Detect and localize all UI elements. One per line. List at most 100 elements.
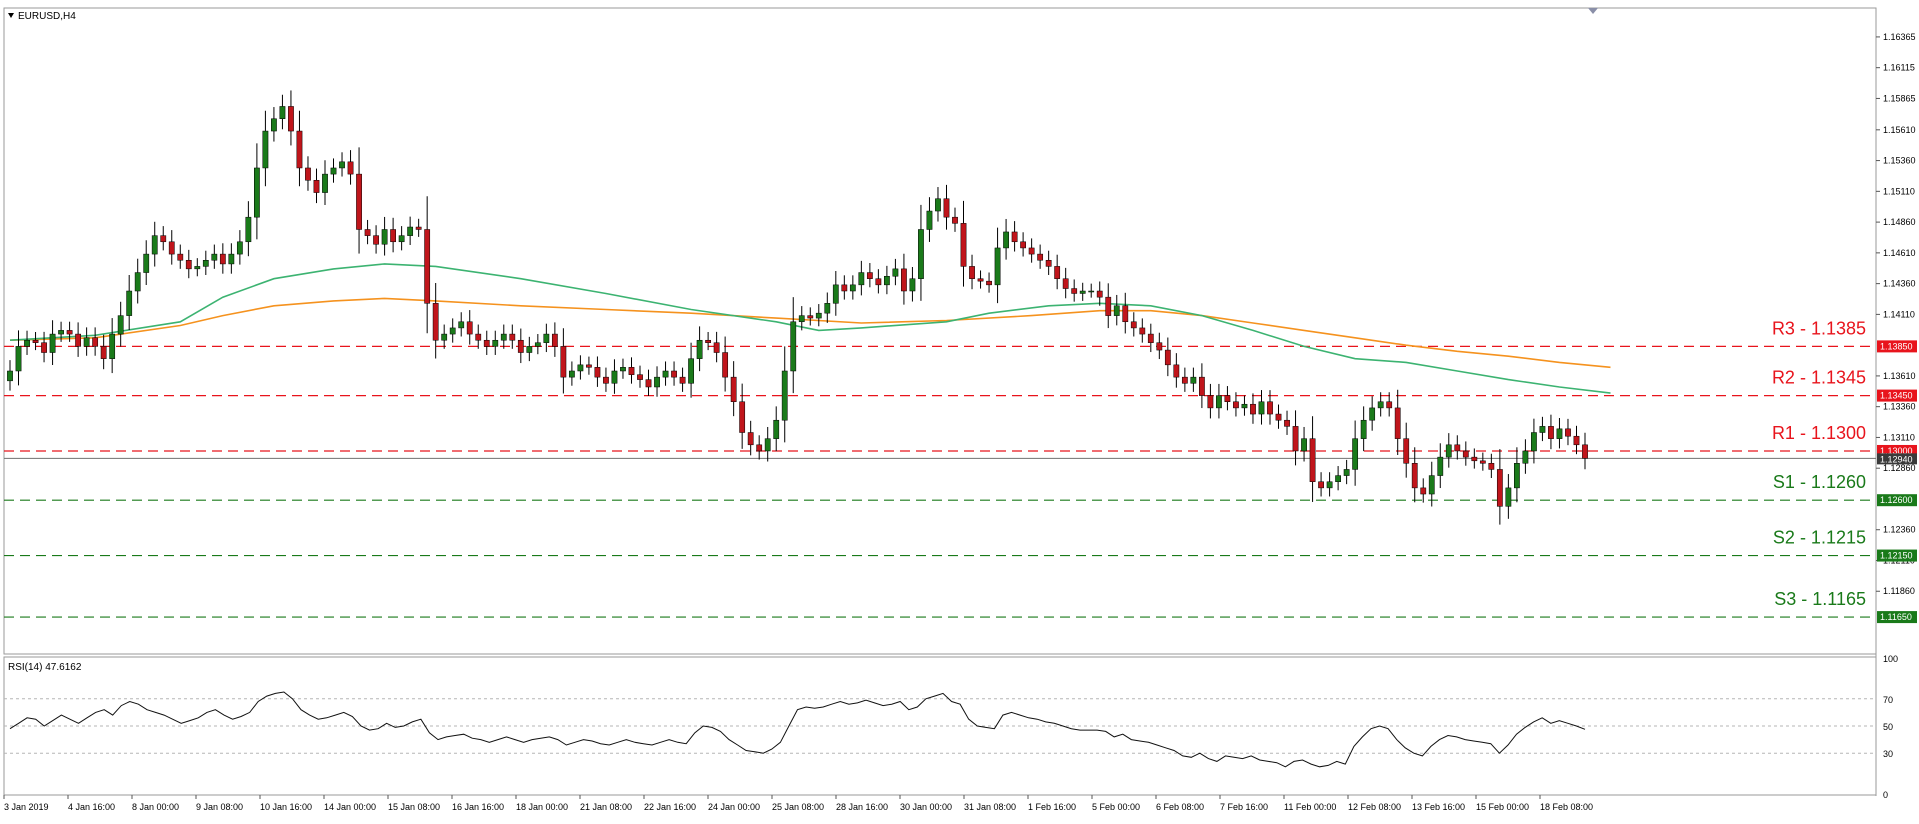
candle-body bbox=[1565, 428, 1571, 437]
candle-body bbox=[330, 167, 337, 175]
level-price-box bbox=[1877, 549, 1917, 562]
candle-body bbox=[134, 272, 141, 292]
candle-body bbox=[1096, 290, 1103, 298]
candle-body bbox=[373, 235, 379, 245]
candle-body bbox=[1394, 407, 1401, 439]
candle-body bbox=[577, 364, 584, 372]
candle-body bbox=[1284, 419, 1290, 427]
candle-body bbox=[620, 367, 626, 372]
candle-body bbox=[1292, 426, 1299, 452]
candle-body bbox=[66, 330, 73, 335]
candle-body bbox=[228, 253, 235, 265]
candle-body bbox=[1122, 305, 1129, 323]
candle-body bbox=[781, 370, 788, 421]
candle-body bbox=[15, 346, 22, 372]
candle-body bbox=[1454, 444, 1461, 452]
candle-body bbox=[875, 278, 882, 286]
sma-green-line bbox=[9, 263, 1611, 394]
candle-body bbox=[841, 284, 848, 292]
candle-body bbox=[824, 303, 831, 314]
candle-body bbox=[1062, 278, 1069, 289]
candle-body bbox=[236, 241, 243, 255]
candle-body bbox=[364, 229, 371, 236]
candle-body bbox=[1352, 438, 1359, 470]
candle-body bbox=[739, 401, 746, 433]
candle-body bbox=[994, 247, 1001, 286]
candle-body bbox=[1403, 438, 1410, 464]
candle-body bbox=[662, 370, 669, 378]
candle-body bbox=[1573, 435, 1580, 446]
time-tick-label: 12 Feb 08:00 bbox=[1348, 802, 1401, 812]
candle-body bbox=[1377, 401, 1384, 409]
candle-body bbox=[1309, 438, 1316, 482]
rsi-tick-label: 70 bbox=[1883, 695, 1893, 705]
candle-body bbox=[126, 290, 133, 316]
candle-body bbox=[41, 342, 47, 353]
candle-body bbox=[271, 118, 277, 132]
candle-body bbox=[211, 253, 218, 261]
candle-body bbox=[390, 229, 396, 243]
candle-body bbox=[764, 438, 771, 452]
shift-marker-icon[interactable] bbox=[1588, 8, 1598, 14]
candle-body bbox=[866, 272, 873, 279]
candle-body bbox=[952, 216, 958, 224]
price-tick-label: 1.12360 bbox=[1883, 525, 1916, 535]
candle-body bbox=[849, 284, 856, 292]
candle-body bbox=[943, 198, 950, 218]
candle-body bbox=[288, 106, 294, 132]
candle-body bbox=[1522, 450, 1529, 464]
candle-body bbox=[32, 339, 39, 343]
candle-body bbox=[671, 370, 677, 378]
candle-body bbox=[645, 379, 652, 388]
candle-body bbox=[628, 367, 635, 375]
level-label: R3 - 1.1385 bbox=[1772, 318, 1866, 338]
candle-body bbox=[466, 321, 473, 335]
candle-body bbox=[245, 216, 252, 243]
candle-body bbox=[901, 268, 907, 292]
candle-body bbox=[500, 333, 507, 341]
price-tick-label: 1.12860 bbox=[1883, 463, 1916, 473]
candle-body bbox=[381, 229, 388, 245]
candle-body bbox=[1514, 463, 1520, 489]
candle-body bbox=[83, 337, 90, 347]
candle-body bbox=[1386, 401, 1393, 409]
candle-body bbox=[918, 229, 924, 279]
price-tick-label: 1.16365 bbox=[1883, 32, 1916, 42]
candle-body bbox=[1147, 333, 1154, 343]
candle-body bbox=[1496, 469, 1503, 507]
candle-body bbox=[160, 235, 167, 243]
candle-body bbox=[926, 210, 933, 230]
candle-body bbox=[960, 223, 967, 267]
price-tick-label: 1.15360 bbox=[1883, 156, 1916, 166]
candle-body bbox=[1318, 481, 1324, 489]
candle-body bbox=[543, 333, 550, 343]
level-price-box-label: 1.12600 bbox=[1880, 495, 1913, 505]
symbol-label: EURUSD,H4 bbox=[18, 11, 76, 22]
rsi-line bbox=[9, 691, 1586, 768]
candle-body bbox=[1326, 481, 1333, 489]
candle-body bbox=[415, 226, 422, 230]
candle-body bbox=[202, 259, 209, 267]
candle-body bbox=[1224, 395, 1231, 403]
time-tick-label: 18 Jan 00:00 bbox=[516, 802, 568, 812]
candle-body bbox=[1216, 395, 1222, 409]
level-label: S1 - 1.1260 bbox=[1773, 472, 1866, 492]
candle-body bbox=[858, 272, 865, 286]
collapse-triangle-icon[interactable] bbox=[8, 13, 14, 18]
candle-body bbox=[747, 432, 754, 446]
candle-body bbox=[109, 333, 116, 359]
candle-body bbox=[1003, 231, 1009, 249]
candle-body bbox=[24, 339, 30, 347]
candle-body bbox=[1130, 321, 1137, 329]
rsi-tick-label: 100 bbox=[1883, 654, 1898, 664]
candle-body bbox=[100, 346, 107, 359]
candle-body bbox=[798, 315, 805, 323]
candle-body bbox=[407, 226, 414, 236]
time-tick-label: 21 Jan 08:00 bbox=[580, 802, 632, 812]
candle-body bbox=[551, 333, 558, 347]
candle-body bbox=[1548, 426, 1554, 439]
candle-body bbox=[92, 337, 99, 347]
rsi-tick-label: 50 bbox=[1883, 722, 1893, 732]
candle-body bbox=[560, 346, 567, 378]
